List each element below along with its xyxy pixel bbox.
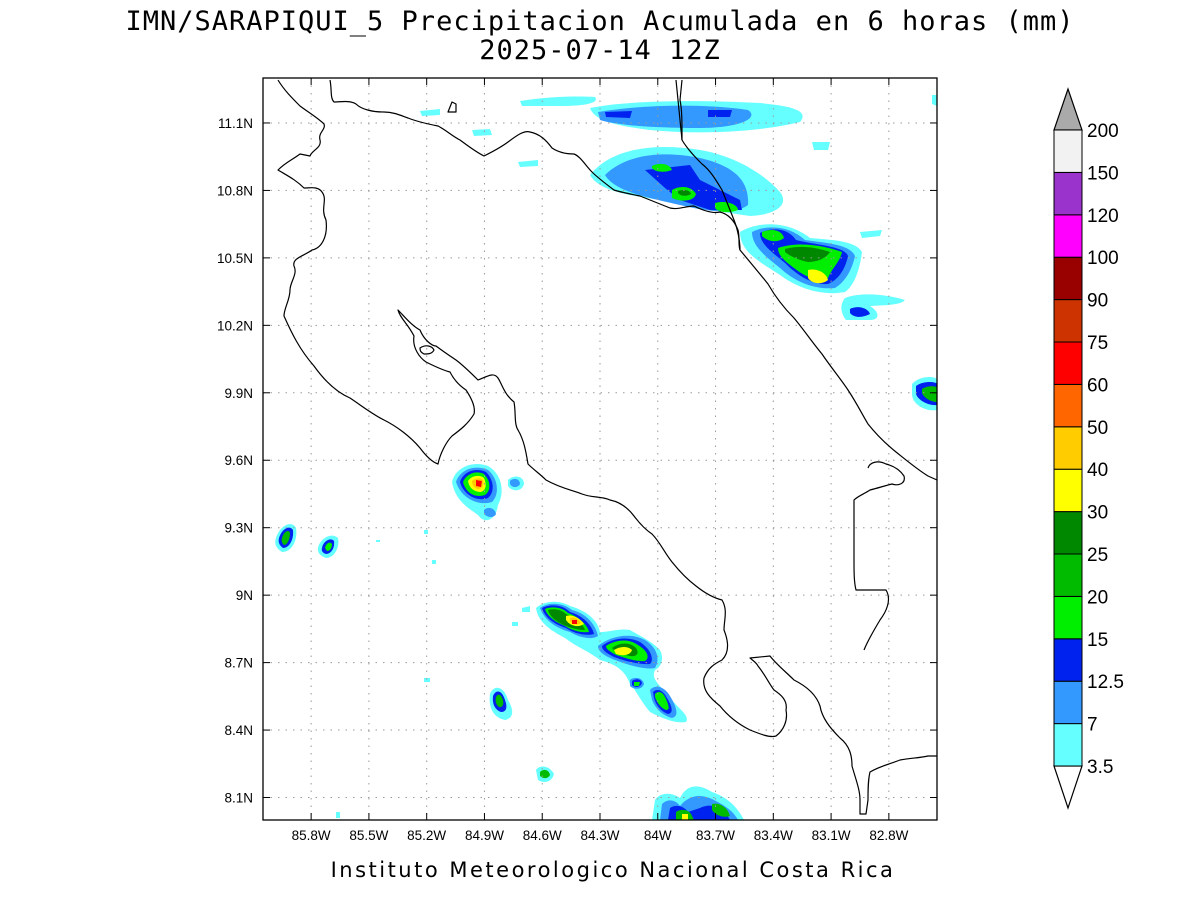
colorbar-level-label: 3.5 bbox=[1087, 757, 1113, 778]
precip-ne-bits bbox=[420, 95, 937, 238]
lon-tick-label: 82.8W bbox=[869, 828, 908, 843]
lat-tick-label: 9N bbox=[236, 588, 253, 603]
lat-tick-label: 9.6N bbox=[224, 453, 253, 468]
precip-caribbean-yellow bbox=[808, 269, 828, 284]
precip-osa-light bbox=[540, 603, 677, 718]
lat-tick-label: 8.7N bbox=[224, 656, 253, 671]
lat-tick-label: 8.4N bbox=[224, 723, 253, 738]
precip-osa-green bbox=[545, 607, 669, 710]
precip-nicoya-red bbox=[476, 480, 482, 487]
colorbar-swatch bbox=[1053, 214, 1083, 258]
colorbar-swatch bbox=[1053, 341, 1083, 385]
colorbar: 3.5 7 12.5 15 20 25 30 40 50 60 75 90 100 120 150 200 bbox=[1053, 87, 1124, 810]
lon-tick-label: 84W bbox=[644, 828, 672, 843]
colorbar-level-label: 12.5 bbox=[1087, 672, 1124, 693]
map-subtitle-valid-time: 2025-07-14 12Z bbox=[479, 35, 721, 66]
lon-tick-label: 84.6W bbox=[523, 828, 562, 843]
lat-tick-label: 11.1N bbox=[218, 116, 253, 131]
precip-caribbean-small-blue bbox=[850, 307, 870, 317]
colorbar-level-label: 40 bbox=[1087, 460, 1108, 481]
colorbar-top-triangle bbox=[1053, 87, 1083, 131]
lat-tick-label: 10.5N bbox=[217, 251, 253, 266]
colorbar-swatches bbox=[1053, 129, 1083, 767]
colorbar-level-label: 30 bbox=[1087, 503, 1108, 524]
colorbar-level-label: 90 bbox=[1087, 291, 1108, 312]
colorbar-level-label: 50 bbox=[1087, 418, 1108, 439]
colorbar-swatch bbox=[1053, 723, 1083, 767]
coastlines-and-borders bbox=[277, 79, 937, 815]
lon-tick-label: 85.8W bbox=[292, 828, 331, 843]
panama-border bbox=[853, 461, 905, 651]
lon-tick-label: 83.4W bbox=[754, 828, 793, 843]
precip-band-central-5 bbox=[678, 190, 691, 196]
gulf-island bbox=[419, 345, 435, 355]
colorbar-swatch bbox=[1053, 383, 1083, 428]
precip-band-north-4 bbox=[605, 110, 732, 118]
precip-limon-green bbox=[922, 386, 937, 402]
colorbar-level-label: 25 bbox=[1087, 545, 1108, 566]
credit-text: Instituto Meteorologico Nacional Costa R… bbox=[331, 858, 896, 882]
precip-osa-red bbox=[572, 620, 577, 624]
pacific-coast-north bbox=[277, 79, 937, 815]
northern-border bbox=[329, 79, 741, 251]
colorbar-level-label: 7 bbox=[1087, 715, 1098, 736]
lake-shore bbox=[447, 101, 457, 113]
colorbar-swatch bbox=[1053, 638, 1083, 682]
lon-tick-label: 83.1W bbox=[812, 828, 851, 843]
colorbar-swatch bbox=[1053, 680, 1083, 725]
colorbar-swatch bbox=[1053, 553, 1083, 597]
precip-south-edge-e bbox=[682, 814, 688, 820]
colorbar-labels: 3.5 7 12.5 15 20 25 30 40 50 60 75 90 100 120 150 200 bbox=[1087, 121, 1124, 778]
colorbar-swatch bbox=[1053, 256, 1083, 301]
precip-west-1c bbox=[281, 530, 290, 545]
precip-band-north bbox=[520, 96, 596, 106]
colorbar-swatch bbox=[1053, 426, 1083, 470]
precip-band-central-3 bbox=[645, 165, 742, 210]
colorbar-level-label: 100 bbox=[1087, 248, 1119, 269]
map-background bbox=[263, 78, 937, 820]
precip-south-edge-d bbox=[676, 803, 730, 820]
colorbar-level-label: 200 bbox=[1087, 121, 1119, 142]
lat-tick-label: 9.3N bbox=[224, 521, 253, 536]
lon-tick-label: 85.5W bbox=[349, 828, 388, 843]
colorbar-swatch bbox=[1053, 299, 1083, 343]
precipitation-shading bbox=[275, 95, 937, 820]
lon-tick-label: 85.2W bbox=[407, 828, 446, 843]
colorbar-bottom-triangle bbox=[1053, 765, 1083, 810]
colorbar-swatch bbox=[1053, 171, 1083, 216]
colorbar-level-label: 15 bbox=[1087, 630, 1108, 651]
colorbar-swatch bbox=[1053, 511, 1083, 555]
colorbar-swatch bbox=[1053, 468, 1083, 513]
colorbar-level-label: 120 bbox=[1087, 206, 1119, 227]
map-title: IMN/SARAPIQUI_5 Precipitacion Acumulada … bbox=[125, 6, 1074, 37]
lon-tick-label: 84.3W bbox=[580, 828, 619, 843]
precip-west-2c bbox=[325, 542, 332, 551]
lat-tick-label: 10.2N bbox=[217, 318, 253, 333]
lon-tick-label: 84.9W bbox=[465, 828, 504, 843]
map-top-right-coast bbox=[679, 79, 683, 141]
colorbar-level-label: 150 bbox=[1087, 163, 1119, 184]
lat-tick-label: 8.1N bbox=[224, 791, 253, 806]
lat-tick-label: 9.9N bbox=[224, 386, 253, 401]
colorbar-swatch bbox=[1053, 129, 1083, 173]
colorbar-swatch bbox=[1053, 595, 1083, 640]
colorbar-level-label: 60 bbox=[1087, 375, 1108, 396]
lat-tick-label: 10.8N bbox=[217, 183, 253, 198]
colorbar-level-label: 75 bbox=[1087, 333, 1108, 354]
map-axes: 85.8W 85.5W 85.2W 84.9W 84.6W 84.3W 84W 83.7W 83… bbox=[217, 78, 937, 843]
lon-tick-label: 83.7W bbox=[696, 828, 735, 843]
map-panel: 85.8W 85.5W 85.2W 84.9W 84.6W 84.3W 84W 83.7W 83… bbox=[217, 77, 938, 843]
precip-cell-small-c bbox=[495, 694, 504, 708]
caribbean-coast bbox=[675, 79, 937, 481]
colorbar-level-label: 20 bbox=[1087, 587, 1108, 608]
